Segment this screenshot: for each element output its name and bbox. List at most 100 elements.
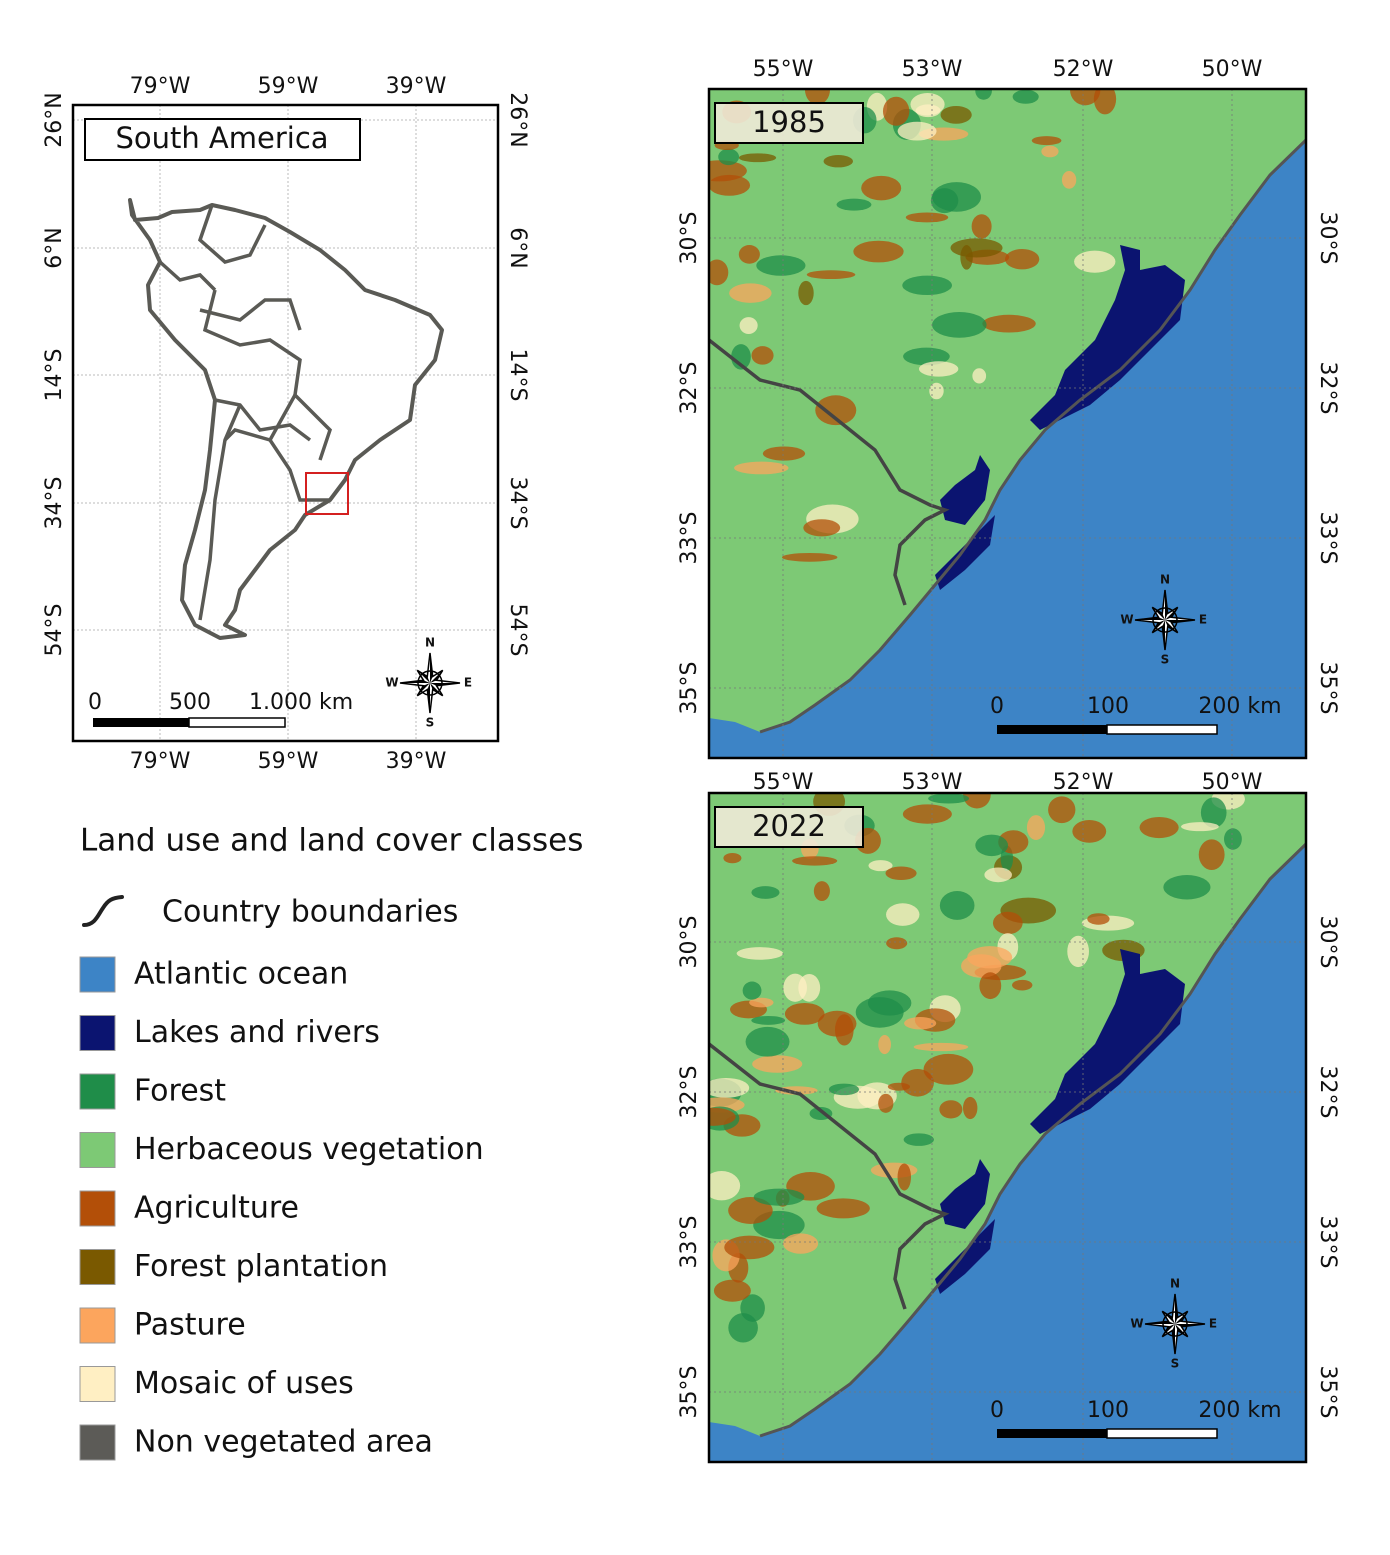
lat-label: 54°S [42,604,67,657]
land-patch [932,312,987,338]
compass-point [1175,1324,1205,1327]
land-patch [950,238,1003,258]
land-patch [752,1055,803,1073]
land-patch [709,1078,750,1098]
compass-point [1165,620,1178,633]
land-patch [853,240,904,263]
land-patch [915,104,941,118]
compass-s: S [1161,653,1170,667]
mirim-lagoon [940,1159,990,1229]
land-patch [718,148,740,166]
compass-w: W [385,676,398,690]
lat-label: 34°S [42,477,67,530]
compass-point [1162,1324,1175,1337]
land-patch [960,245,973,270]
land-patch [713,1279,751,1302]
compass-ring [1162,1311,1188,1337]
land-patch [902,275,952,296]
land-patch [738,245,760,264]
land-patch [861,175,902,201]
lat-label: 34°S [505,477,530,530]
land-patch [1139,816,1179,839]
legend-label: Forest plantation [134,1249,388,1284]
land-patch [887,1082,910,1091]
compass: N S E W [1130,1277,1217,1371]
lat-label: 30°S [1315,212,1340,265]
compass-point [1162,620,1165,650]
boundary-symbol [82,895,124,927]
scale-white [1106,724,1218,735]
compass-point [1165,590,1168,620]
land-patch [886,903,920,926]
scale-label: 100 [1087,1398,1129,1423]
lon-label: 79°W [130,749,191,774]
lon-label: 52°W [1053,57,1114,82]
land-patch [728,1197,773,1224]
land-patch [897,1163,912,1191]
country-border [267,394,330,502]
lon-label: 50°W [1202,57,1263,82]
compass-point [430,670,443,683]
scale-label: 0 [990,694,1004,719]
country-border [198,404,242,621]
legend-swatch [79,1190,116,1227]
land-patch [923,1053,974,1085]
compass-w: W [1120,613,1133,627]
land-patch [709,259,729,286]
land-patch [967,946,1013,969]
lat-label: 30°S [677,916,702,969]
scale-black [997,1429,1107,1438]
compass-e: E [1209,1317,1217,1331]
lat-label: 30°S [677,212,702,265]
compass: N S E W [1120,573,1207,667]
lat-label: 26°N [42,92,67,147]
land-patch [1093,89,1117,115]
land-patch [1072,820,1107,843]
compass-point [430,653,433,683]
year-label: 1985 [752,105,826,139]
legend-swatch [79,1424,116,1461]
map-clip [709,89,1306,758]
scale-label: 200 km [1198,1398,1281,1423]
legend-label: Lakes and rivers [134,1015,380,1050]
inset-frame [71,103,500,743]
coastline [759,138,1306,734]
land-patch [798,280,814,306]
land-patch [904,1016,937,1030]
land-patch [1224,828,1242,850]
land-patch [913,1042,969,1052]
legend-label: Pasture [134,1308,246,1343]
lon-label: 39°W [386,749,447,774]
compass-w: W [1130,1317,1143,1331]
lon-label: 55°W [753,57,814,82]
year-label: 2022 [752,809,826,843]
legend-swatch [79,1366,116,1402]
lat-label: 35°S [1315,662,1340,715]
land-patch [882,96,910,126]
land-patch [792,856,838,866]
land-patch [902,804,952,824]
scale-label: 200 km [1198,694,1281,719]
compass-point [1175,1294,1178,1324]
land-patch [734,461,789,475]
land-patch [962,1096,978,1120]
land-patch [828,1083,860,1096]
land-patch [972,368,987,384]
land-patch [736,947,784,960]
legend-label: Forest [134,1074,226,1109]
country-border [199,298,302,331]
compass-point [1175,1324,1188,1337]
map-clip [709,793,1306,1462]
lat-label: 33°S [677,512,702,565]
legend-label: Atlantic ocean [134,957,348,992]
land [709,793,1306,1436]
land-patch [886,937,908,950]
land-patch [1061,171,1077,189]
land-patch [928,793,970,804]
compass-point [417,683,430,696]
land-patch [979,972,1002,1000]
land-patch [855,997,904,1028]
compass-point [1145,1321,1175,1324]
land-patch [940,105,972,124]
